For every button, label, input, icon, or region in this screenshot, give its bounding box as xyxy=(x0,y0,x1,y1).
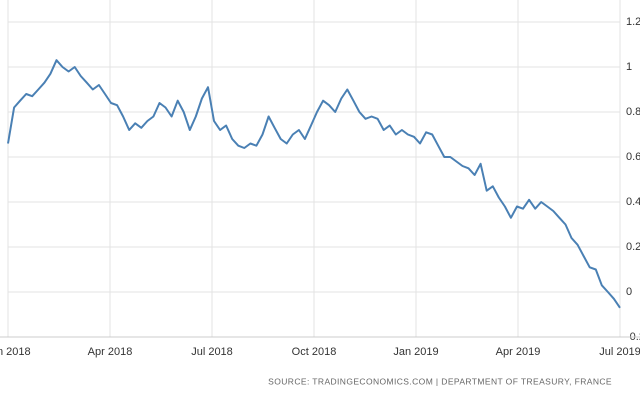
x-tick-label: Jan 2019 xyxy=(393,346,438,358)
source-note: SOURCE: TRADINGECONOMICS.COM | DEPARTMEN… xyxy=(268,376,612,386)
y-tick-label: 0.2 xyxy=(626,241,640,253)
y-tick-label: 0 xyxy=(626,286,632,298)
x-tick-label: Apr 2019 xyxy=(496,346,541,358)
y-tick-label: 0.8 xyxy=(626,106,640,118)
data-line xyxy=(7,59,621,309)
y-tick-label: 0.4 xyxy=(626,196,640,208)
x-tick-label: Jul 2019 xyxy=(599,346,640,358)
y-tick-label: 0.6 xyxy=(626,151,640,163)
x-tick-label: Oct 2018 xyxy=(292,346,337,358)
x-tick-label: Jan 2018 xyxy=(0,346,31,358)
y-tick-label: 1 xyxy=(626,61,632,73)
x-tick-label: Apr 2018 xyxy=(88,346,133,358)
x-tick-label: Jul 2018 xyxy=(191,346,233,358)
y-tick-label: 1.2 xyxy=(626,16,640,28)
